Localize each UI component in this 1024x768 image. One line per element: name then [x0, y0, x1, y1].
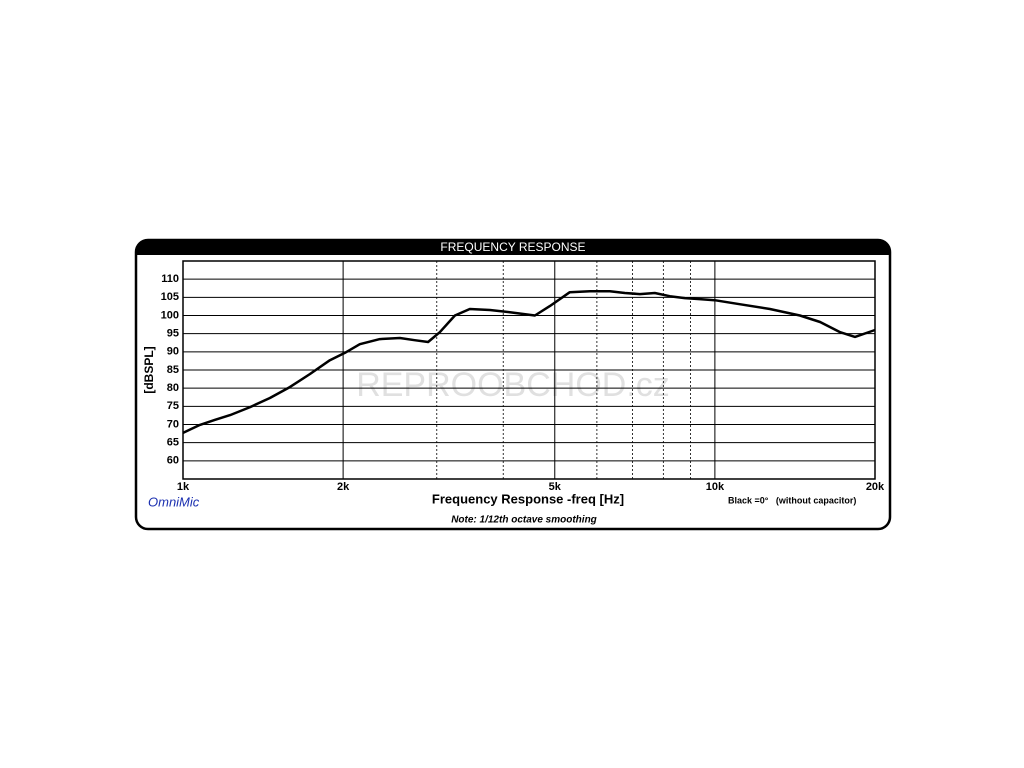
y-tick-label: 70 — [167, 418, 179, 430]
y-tick-label: 85 — [167, 364, 179, 376]
x-tick-label: 10k — [706, 481, 725, 493]
brand: OmniMic — [148, 494, 200, 509]
x-tick-label: 2k — [337, 481, 350, 493]
y-tick-label: 60 — [167, 455, 179, 467]
y-tick-label: 65 — [167, 437, 179, 449]
chart-title: FREQUENCY RESPONSE — [440, 240, 585, 254]
legend-entry: Black =0° (without capacitor) — [728, 495, 856, 505]
y-tick-label: 80 — [167, 382, 179, 394]
note: Note: 1/12th octave smoothing — [451, 515, 597, 526]
x-tick-label: 1k — [177, 481, 190, 493]
x-tick-label: 20k — [866, 481, 885, 493]
x-axis-label: Frequency Response -freq [Hz] — [432, 491, 624, 506]
y-tick-label: 90 — [167, 346, 179, 358]
header-bar — [136, 240, 890, 255]
y-tick-label: 100 — [161, 309, 179, 321]
y-tick-label: 110 — [161, 273, 179, 285]
y-axis-label: [dBSPL] — [142, 346, 156, 393]
x-tick-label: 5k — [549, 481, 562, 493]
y-tick-label: 75 — [167, 400, 179, 412]
series-line — [182, 289, 876, 435]
y-tick-label: 95 — [167, 328, 179, 340]
y-tick-label: 105 — [161, 291, 179, 303]
watermark: REPROOBCHOD.cz — [356, 366, 670, 404]
